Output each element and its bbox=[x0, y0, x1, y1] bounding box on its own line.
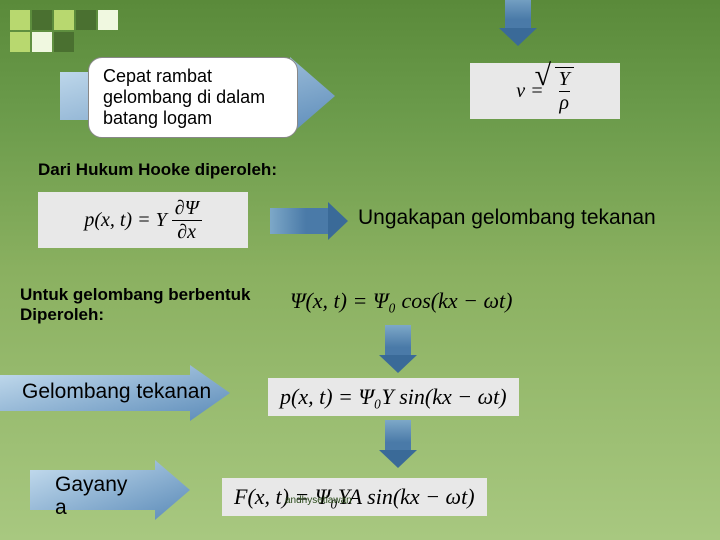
arrow-down-icon bbox=[385, 325, 411, 357]
callout-pressure-wave: Gelombang tekanan bbox=[22, 380, 211, 404]
formula-text: p(x, t) = Y bbox=[84, 209, 171, 232]
formula-psi: Ψ(x, t) = Ψ₀ cos(kx − ωt) bbox=[290, 288, 512, 314]
square bbox=[10, 10, 30, 30]
arrow-right-icon bbox=[270, 208, 330, 234]
callout-text: Cepat rambat gelombang di dalam batang l… bbox=[103, 66, 265, 128]
callout-text: Gayanya bbox=[55, 473, 127, 519]
waveform-label-a: Untuk gelombang berbentuk bbox=[20, 285, 250, 305]
square bbox=[76, 10, 96, 30]
square bbox=[54, 10, 74, 30]
arrow-down-icon bbox=[385, 420, 411, 452]
formula-pressure-def: p(x, t) = Y ∂Ψ ∂x bbox=[38, 192, 248, 248]
square bbox=[98, 10, 118, 30]
square bbox=[10, 32, 30, 52]
fraction: ∂Ψ ∂x bbox=[172, 197, 202, 244]
pressure-wave-label: Ungakapan gelombang tekanan bbox=[358, 206, 656, 230]
formula-pressure: p(x, t) = Ψ₀Y sin(kx − ωt) bbox=[268, 378, 519, 416]
square bbox=[32, 32, 52, 52]
watermark: andhysetiawan bbox=[285, 495, 352, 506]
callout-velocity: Cepat rambat gelombang di dalam batang l… bbox=[88, 57, 298, 138]
formula-velocity: v = √ Y ρ bbox=[470, 63, 620, 119]
square bbox=[32, 10, 52, 30]
callout-force: Gayanya bbox=[55, 473, 127, 519]
formula-force: F(x, t) = Ψ₀YA sin(kx − ωt) bbox=[222, 478, 487, 516]
square bbox=[54, 32, 74, 52]
arrow-down-icon bbox=[505, 0, 531, 30]
decor-squares bbox=[10, 10, 120, 52]
sqrt-icon: √ Y ρ bbox=[549, 67, 574, 115]
hooke-label: Dari Hukum Hooke diperoleh: bbox=[38, 160, 277, 180]
waveform-label-b: Diperoleh: bbox=[20, 305, 104, 325]
